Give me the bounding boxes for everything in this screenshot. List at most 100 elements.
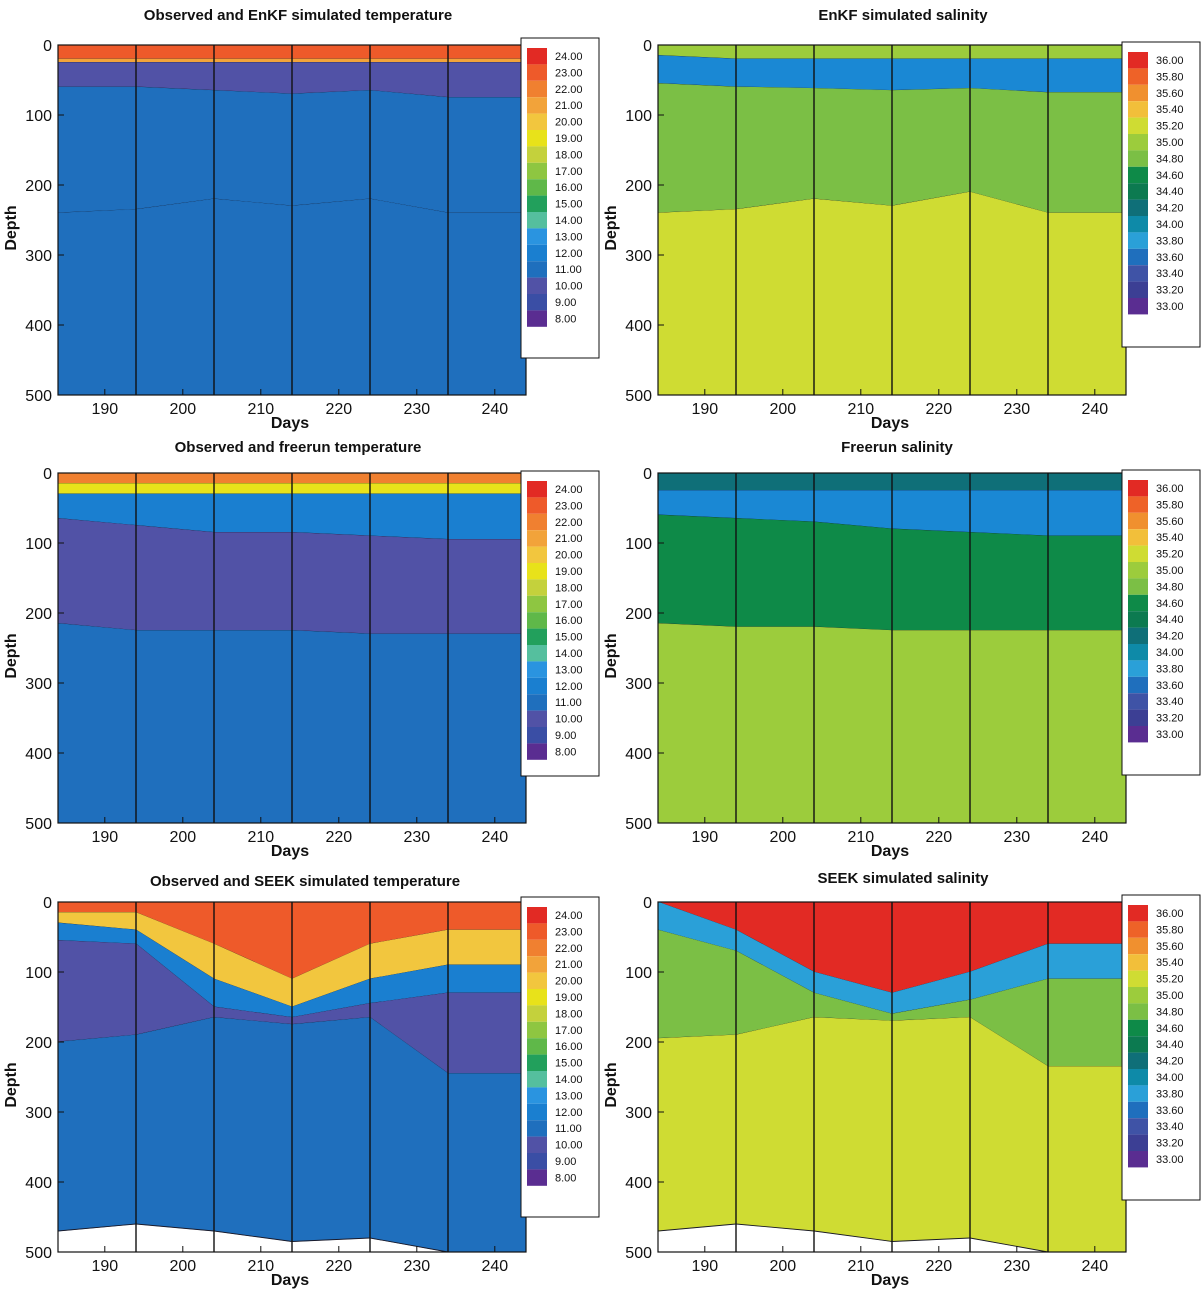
legend-swatch: [527, 612, 547, 629]
legend-label: 35.20: [1156, 121, 1184, 133]
x-tick-label: 210: [247, 1258, 274, 1275]
layer-1-period-3: [291, 58, 371, 63]
layer-3-period-2: [213, 90, 293, 207]
layer-3-period-5: [1047, 1066, 1127, 1253]
layer-3-period-4: [369, 535, 449, 635]
legend-swatch: [1128, 265, 1148, 282]
y-tick-label: 0: [43, 466, 52, 483]
legend-swatch: [527, 97, 547, 114]
layer-0-period-5: [1047, 44, 1127, 60]
legend-label: 34.80: [1156, 153, 1184, 165]
legend-swatch: [1128, 545, 1148, 562]
legend-swatch: [527, 1136, 547, 1153]
layer-3-period-5: [1047, 212, 1127, 396]
layer-0-period-2: [813, 472, 893, 491]
legend-label: 34.80: [1156, 1006, 1184, 1018]
y-tick-label: 100: [25, 965, 52, 982]
layer-3-period-5: [447, 539, 527, 635]
layer-0-period-4: [369, 44, 449, 60]
x-tick-label: 200: [769, 829, 796, 846]
legend-label: 21.00: [555, 533, 583, 545]
legend-swatch: [1128, 496, 1148, 513]
legend-swatch: [1128, 905, 1148, 922]
layer-2-period-2: [213, 493, 293, 533]
legend-swatch: [1128, 298, 1148, 315]
y-tick-label: 400: [25, 1175, 52, 1192]
layer-3-period-2: [813, 198, 893, 396]
layer-0-period-3: [891, 44, 971, 60]
x-axis-label: Days: [271, 1272, 309, 1289]
layer-2-period-1: [735, 86, 815, 210]
legend-label: 10.00: [555, 281, 583, 293]
layer-3-period-5: [447, 97, 527, 214]
legend-swatch: [1128, 1151, 1148, 1168]
y-tick-label: 300: [625, 676, 652, 693]
y-tick-label: 100: [625, 108, 652, 125]
legend-swatch: [527, 956, 547, 973]
x-tick-label: 210: [847, 401, 874, 418]
layer-3-period-1: [135, 525, 215, 631]
layer-0-period-1: [135, 472, 215, 484]
layer-3-period-1: [735, 1017, 815, 1232]
layer-3-period-3: [891, 630, 971, 824]
layer-1-period-5: [1047, 943, 1127, 980]
legend-swatch: [1128, 1003, 1148, 1020]
legend-label: 8.00: [555, 1172, 576, 1184]
legend-label: 19.00: [555, 133, 583, 145]
y-tick-label: 200: [625, 1035, 652, 1052]
layer-1-period-3: [891, 490, 971, 533]
x-tick-label: 220: [325, 401, 352, 418]
layer-boundary: [969, 1237, 1049, 1253]
y-tick-label: 0: [43, 38, 52, 55]
legend-label: 34.40: [1156, 186, 1184, 198]
layer-3-period-0: [657, 623, 737, 824]
layer-1-period-2: [213, 483, 293, 495]
legend-swatch: [1128, 594, 1148, 612]
layer-0-period-3: [291, 44, 371, 60]
legend-swatch: [1128, 726, 1148, 743]
legend-label: 35.00: [1156, 565, 1184, 577]
legend-swatch: [1128, 954, 1148, 971]
y-tick-label: 100: [25, 536, 52, 553]
legend-swatch: [527, 294, 547, 311]
legend-swatch: [527, 1120, 547, 1137]
y-tick-label: 200: [25, 606, 52, 623]
x-tick-label: 220: [925, 1258, 952, 1275]
legend-swatch: [527, 113, 547, 130]
x-tick-label: 190: [91, 401, 118, 418]
x-tick-label: 200: [169, 1258, 196, 1275]
x-tick-label: 230: [1003, 401, 1030, 418]
chart-panel-4: Observed and SEEK simulated temperature 0…: [3, 873, 600, 1289]
x-axis-label: Days: [871, 843, 909, 860]
legend-label: 9.00: [555, 1156, 576, 1168]
legend-swatch: [527, 677, 547, 695]
legend-swatch: [1128, 1052, 1148, 1069]
x-tick-label: 190: [691, 1258, 718, 1275]
x-tick-label: 240: [1081, 1258, 1108, 1275]
x-tick-label: 210: [247, 829, 274, 846]
legend-label: 11.00: [555, 1123, 582, 1135]
legend-label: 33.00: [1156, 301, 1184, 313]
layer-2-period-3: [891, 528, 971, 631]
layer-4-period-5: [447, 212, 527, 396]
legend-swatch: [1128, 562, 1148, 579]
layer-3-period-2: [813, 1017, 893, 1242]
layer-3-period-1: [135, 86, 215, 210]
legend-label: 16.00: [555, 615, 583, 627]
layer-2-period-3: [291, 493, 371, 537]
legend-label: 12.00: [555, 1107, 583, 1119]
layer-2-period-3: [891, 88, 971, 207]
legend-label: 33.80: [1156, 1088, 1184, 1100]
y-tick-label: 0: [643, 38, 652, 55]
legend-swatch: [527, 907, 547, 924]
legend-swatch: [1128, 1085, 1148, 1102]
layer-0-period-1: [735, 472, 815, 491]
x-tick-label: 230: [1003, 829, 1030, 846]
legend-label: 19.00: [555, 992, 583, 1004]
layer-4-period-3: [291, 198, 371, 396]
layer-boundary: [891, 1237, 971, 1242]
legend-swatch: [527, 1005, 547, 1022]
legend-swatch: [527, 628, 547, 645]
legend-swatch: [1128, 281, 1148, 298]
chart-title: Observed and SEEK simulated temperature: [150, 873, 460, 890]
